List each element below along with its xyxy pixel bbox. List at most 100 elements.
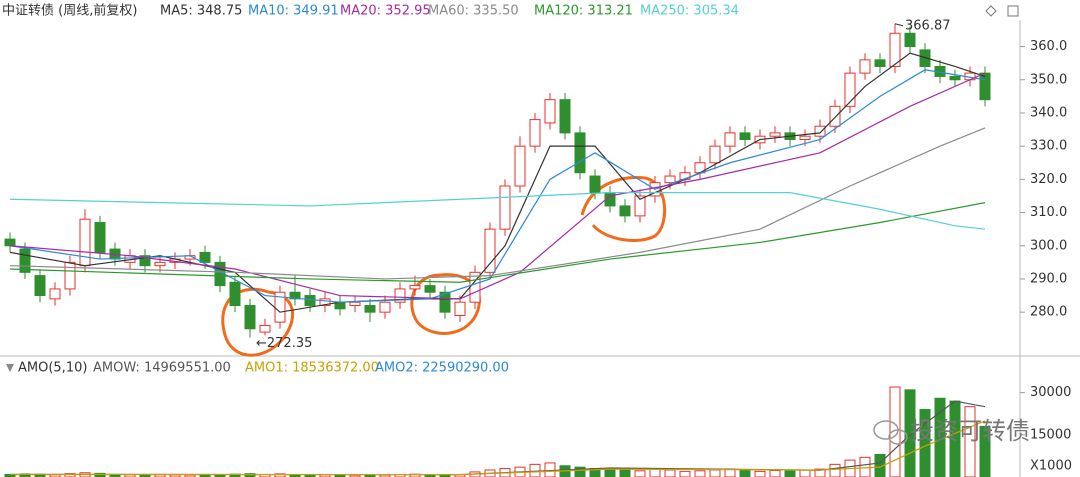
volume-bar: [634, 470, 646, 477]
candle-body: [979, 72, 991, 101]
y-tick-label: 300.0: [1030, 238, 1067, 253]
candle-body: [619, 205, 631, 217]
candle-body: [259, 324, 271, 333]
low-annotation: ←272.35: [256, 336, 312, 351]
candle-body: [394, 288, 406, 303]
volume-bar: [784, 470, 796, 477]
candle-body: [154, 261, 166, 267]
candle-body: [49, 288, 61, 300]
legend-item: AMO2: 22590290.00: [375, 361, 509, 376]
circle: [580, 175, 667, 242]
y-tick-label: 320.0: [1030, 172, 1067, 187]
candle-body: [574, 132, 586, 174]
candle-body: [724, 132, 736, 147]
legend-item: MA60: 335.50: [428, 4, 519, 19]
candle-body: [304, 295, 316, 307]
volume-bar: [769, 470, 781, 477]
ma-line: [9, 192, 986, 230]
volume-bar: [754, 470, 766, 477]
collapse-icon[interactable]: [6, 364, 14, 372]
candle-body: [559, 99, 571, 134]
candle-body: [244, 305, 256, 330]
volume-bar: [694, 470, 706, 477]
candle-body: [349, 301, 361, 307]
ma-line: [9, 420, 986, 476]
candle-body: [424, 285, 436, 293]
volume-bar: [244, 473, 256, 477]
candle-body: [739, 132, 751, 141]
candle-body: [799, 135, 811, 141]
candle-body: [379, 301, 391, 313]
candle-body: [229, 281, 241, 307]
y-tick-label: 360.0: [1030, 39, 1067, 54]
candle-body: [439, 291, 451, 313]
volume-bar: [619, 469, 631, 477]
legend-item: AMOW: 14969551.00: [93, 361, 231, 376]
candle-body: [94, 222, 106, 253]
y-tick-label: 340.0: [1030, 105, 1067, 120]
watermark: 投资可转债: [910, 417, 1030, 445]
volume-bar: [709, 469, 721, 477]
candle-body: [199, 251, 211, 263]
volume-bar: [574, 466, 586, 477]
candle-body: [139, 255, 151, 267]
icon-close[interactable]: [1007, 5, 1019, 17]
candle-body: [769, 132, 781, 137]
volume-bar: [829, 463, 841, 477]
candle-body: [499, 185, 511, 230]
candle-body: [64, 261, 76, 290]
volume-bar: [724, 468, 736, 477]
volume-bar: [664, 469, 676, 477]
chart-title: 中证转债 (周线,前复权): [2, 3, 137, 19]
candle-body: [79, 218, 91, 267]
candle-body: [829, 105, 841, 127]
y-tick-label: 350.0: [1030, 72, 1067, 87]
candle-body: [364, 305, 376, 313]
candle-body: [664, 175, 676, 184]
legend-item: MA250: 305.34: [640, 4, 739, 19]
volume-bar: [739, 469, 751, 477]
candle-body: [289, 291, 301, 300]
volume-bar: [964, 406, 976, 477]
ma-line: [9, 72, 986, 300]
candle-body: [409, 285, 421, 290]
legend-item: MA120: 313.21: [534, 4, 633, 19]
high-annotation: 366.87: [905, 18, 951, 33]
candle-body: [904, 32, 916, 48]
ma-line: [9, 69, 986, 303]
candle-body: [319, 298, 331, 307]
volume-bar: [889, 386, 901, 477]
candle-body: [589, 175, 601, 194]
y-tick-label: 30000: [1030, 385, 1071, 400]
unit-label: X1000: [1030, 459, 1072, 474]
panel-title: AMO(5,10): [18, 361, 87, 376]
y-tick-label: 15000: [1030, 427, 1071, 442]
candle-body: [889, 32, 901, 67]
y-tick-label: 310.0: [1030, 205, 1067, 220]
volume-bar: [604, 468, 616, 477]
y-tick-label: 280.0: [1030, 305, 1067, 320]
ma-line: [9, 202, 986, 283]
candle-body: [634, 195, 646, 217]
legend-item: MA20: 352.95: [340, 4, 431, 19]
candle-body: [19, 248, 31, 273]
candle-body: [874, 59, 886, 67]
volume-bar: [94, 472, 106, 477]
candle-body: [949, 75, 961, 81]
y-tick-label: 290.0: [1030, 271, 1067, 286]
icon-diamond[interactable]: [985, 5, 997, 17]
legend-item: MA5: 348.75: [160, 4, 242, 19]
volume-bar: [64, 473, 76, 477]
volume-bar: [799, 469, 811, 477]
y-tick-label: 330.0: [1030, 139, 1067, 154]
candle-body: [844, 72, 856, 107]
candle-body: [814, 125, 826, 137]
candle-body: [514, 145, 526, 187]
candle-body: [454, 301, 466, 316]
candle-body: [4, 238, 16, 247]
candle-body: [709, 145, 721, 164]
legend-item: MA10: 349.91: [248, 4, 339, 19]
volume-bar: [679, 470, 691, 477]
